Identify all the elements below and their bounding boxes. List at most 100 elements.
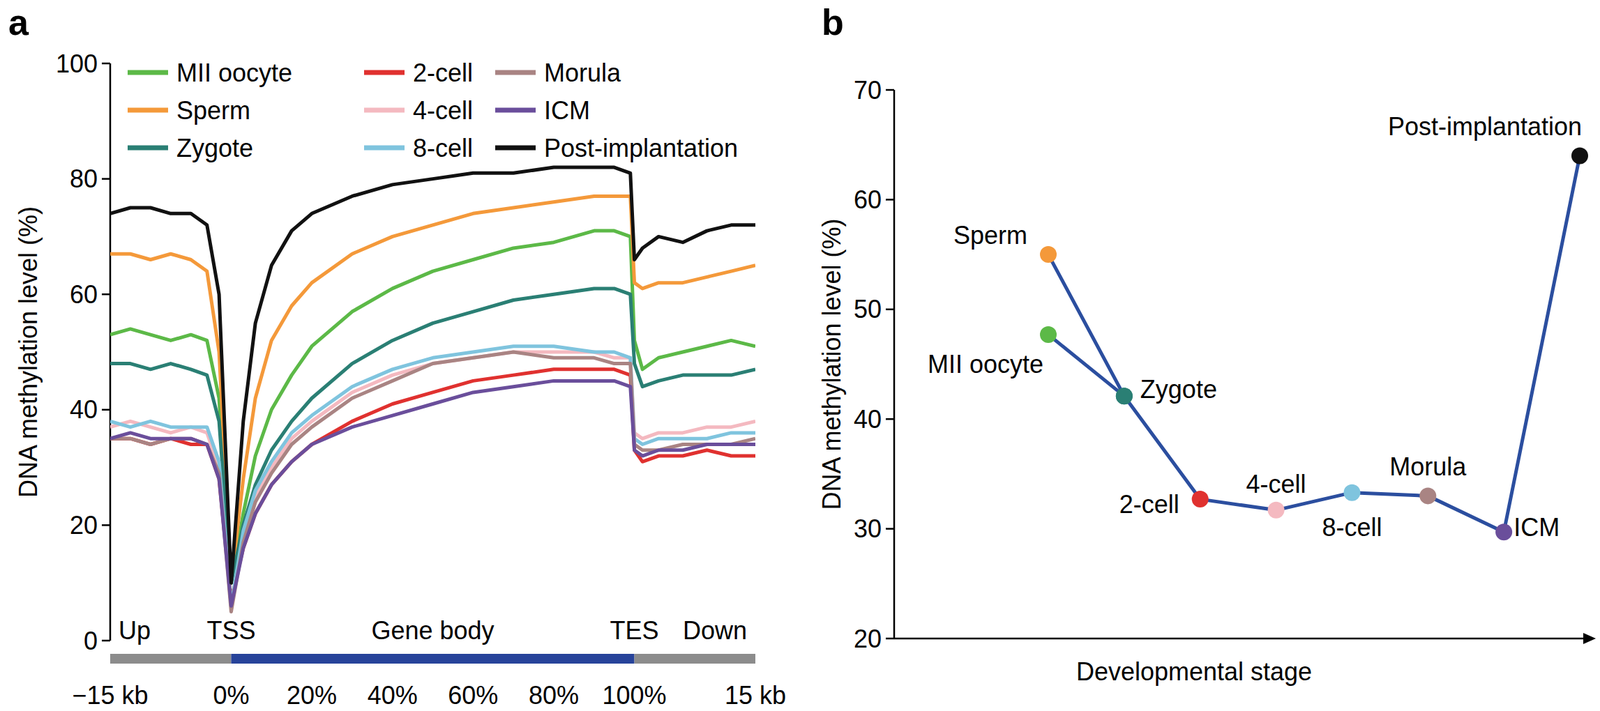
legend-label: 4-cell bbox=[412, 96, 473, 125]
y-tick-label: 20 bbox=[69, 511, 98, 540]
x-tick-label: 60% bbox=[447, 681, 498, 711]
panel-label: b bbox=[821, 2, 844, 43]
panel-a: a 0 20 40 60 80 100 DNA methylation level (%) −1… bbox=[8, 2, 787, 711]
series-line bbox=[110, 380, 756, 607]
legend-swatch bbox=[364, 145, 405, 151]
region-label: Up bbox=[118, 616, 151, 646]
point-label: MII oocyte bbox=[927, 350, 1044, 379]
legend-label: Zygote bbox=[176, 133, 254, 163]
x-tick-label: 40% bbox=[367, 681, 418, 711]
y-tick-label: 100 bbox=[55, 49, 98, 79]
y-tick-label: 0 bbox=[83, 627, 98, 656]
y-tick bbox=[885, 418, 895, 421]
legend-label: Sperm bbox=[176, 96, 251, 125]
y-tick-label: 30 bbox=[853, 514, 882, 544]
data-point bbox=[1039, 326, 1057, 344]
point-label: 2-cell bbox=[1119, 490, 1180, 519]
y-tick bbox=[101, 293, 111, 296]
point-label: Morula bbox=[1389, 452, 1467, 482]
y-tick bbox=[101, 524, 111, 527]
x-axis-label: Developmental stage bbox=[1076, 657, 1312, 687]
y-tick-label: 50 bbox=[853, 295, 882, 324]
lines bbox=[1039, 147, 1589, 541]
y-tick bbox=[885, 89, 895, 92]
y-tick-label: 40 bbox=[853, 405, 882, 434]
point-label: Post-implantation bbox=[1387, 112, 1582, 141]
y-axis-line bbox=[109, 63, 112, 641]
data-point bbox=[1419, 487, 1437, 505]
region-label: Down bbox=[682, 616, 747, 646]
y-tick-label: 20 bbox=[853, 624, 882, 654]
legend-swatch bbox=[364, 70, 405, 76]
x-tick-label: 0% bbox=[212, 681, 249, 711]
figure: a 0 20 40 60 80 100 DNA methylation level (%) −1… bbox=[0, 0, 1600, 711]
data-point bbox=[1039, 246, 1057, 263]
region-bar bbox=[634, 654, 756, 664]
y-axis-label: DNA methylation level (%) bbox=[13, 206, 43, 498]
series-line bbox=[110, 352, 756, 613]
y-tick-label: 60 bbox=[69, 280, 98, 309]
x-tick-label: 20% bbox=[286, 681, 337, 711]
y-tick bbox=[101, 409, 111, 412]
region-label: Gene body bbox=[371, 616, 494, 646]
data-point bbox=[1115, 387, 1133, 405]
data-point bbox=[1571, 147, 1589, 164]
region-bar bbox=[230, 654, 635, 664]
legend-label: Post-implantation bbox=[544, 133, 738, 163]
point-label: 4-cell bbox=[1246, 470, 1307, 499]
legend: MII oocyte Sperm Zygote 2-cell 4-cell 8-cell M… bbox=[127, 58, 738, 163]
y-tick bbox=[885, 198, 895, 201]
marker-label: TSS bbox=[206, 616, 256, 646]
marker-label: TES bbox=[610, 616, 660, 646]
data-point bbox=[1115, 387, 1133, 405]
series-line bbox=[1048, 155, 1580, 533]
x-tick-label: 100% bbox=[602, 681, 667, 711]
lines bbox=[110, 167, 756, 613]
data-point bbox=[1495, 523, 1513, 541]
point-label: ICM bbox=[1513, 513, 1560, 542]
data-point bbox=[1268, 502, 1285, 519]
legend-swatch bbox=[127, 108, 169, 113]
y-tick bbox=[101, 177, 111, 180]
legend-swatch bbox=[495, 145, 536, 151]
series-line bbox=[110, 352, 756, 607]
legend-swatch bbox=[364, 108, 405, 113]
y-tick-label: 70 bbox=[853, 76, 882, 105]
legend-swatch bbox=[127, 70, 169, 76]
y-tick bbox=[885, 308, 895, 312]
x-tick-label: −15 kb bbox=[71, 681, 148, 711]
panel-b: b 20 30 40 50 60 70 Developmental stage DNA meth… bbox=[817, 2, 1597, 687]
series-line bbox=[110, 167, 756, 584]
legend-label: MII oocyte bbox=[176, 58, 293, 88]
region-bar bbox=[110, 654, 231, 664]
y-tick-label: 60 bbox=[853, 185, 882, 215]
x-tick-label: 80% bbox=[528, 681, 579, 711]
point-label: 8-cell bbox=[1321, 513, 1382, 542]
legend-swatch bbox=[495, 70, 536, 76]
legend-label: 8-cell bbox=[412, 133, 473, 163]
y-axis-line bbox=[893, 89, 896, 639]
legend-label: Morula bbox=[544, 58, 622, 88]
legend-swatch bbox=[127, 145, 169, 151]
point-label: Sperm bbox=[953, 221, 1028, 250]
y-axis-label: DNA methylation level (%) bbox=[817, 218, 847, 510]
point-label: Zygote bbox=[1140, 375, 1218, 404]
data-point bbox=[1191, 491, 1209, 508]
legend-label: ICM bbox=[544, 96, 591, 125]
y-tick bbox=[885, 638, 895, 641]
legend-label: 2-cell bbox=[412, 58, 473, 88]
panel-label: a bbox=[8, 2, 30, 43]
x-tick-label: 15 kb bbox=[724, 681, 787, 711]
data-point bbox=[1343, 484, 1361, 502]
x-axis-arrow bbox=[1583, 633, 1596, 645]
legend-swatch bbox=[495, 108, 536, 113]
series-line bbox=[110, 195, 756, 584]
y-tick-label: 80 bbox=[69, 164, 98, 194]
y-tick bbox=[885, 527, 895, 531]
series-line bbox=[110, 346, 756, 607]
series-line bbox=[1048, 334, 1125, 397]
y-tick bbox=[101, 640, 111, 643]
y-tick bbox=[101, 62, 111, 65]
y-tick-label: 40 bbox=[69, 395, 98, 425]
x-axis-line bbox=[894, 638, 1589, 641]
